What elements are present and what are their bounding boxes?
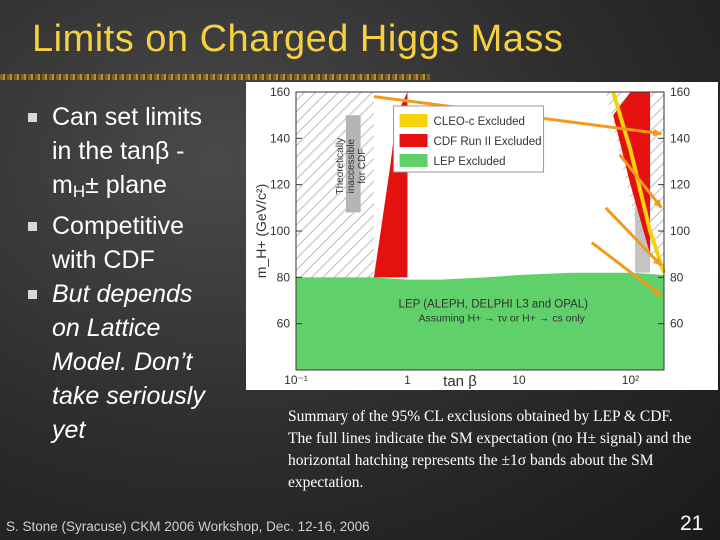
bullet-item: Can set limits in the tanβ - mH± plane: [24, 100, 239, 209]
annotation-theory: for CDF: [357, 149, 368, 184]
y-tick-label-left: 160: [270, 85, 290, 99]
y-tick-label-right: 140: [670, 131, 690, 145]
orange-arrow-line: [618, 153, 663, 209]
legend-swatch: [399, 134, 428, 147]
y-tick-label-left: 100: [270, 224, 290, 238]
legend-entry-label: LEP Excluded: [434, 156, 506, 168]
bullet-square-icon: [28, 222, 37, 231]
y-axis-label: m_H+ (GeV/c²): [253, 184, 269, 279]
y-tick-label-left: 120: [270, 178, 290, 192]
y-tick-label-right: 120: [670, 178, 690, 192]
orange-arrow-head: [653, 257, 662, 266]
exclusion-plot: 60 60 80 80 100 100 120 120 140 140 160 160 10⁻¹ 1 10 1…: [246, 82, 718, 390]
theory-shaded-box: [345, 115, 361, 213]
orange-arrow-head: [653, 199, 662, 208]
x-tick-label: 10²: [622, 373, 639, 387]
legend-swatch: [399, 154, 428, 167]
bullet-square-icon: [28, 290, 37, 299]
orange-arrow-line: [604, 206, 663, 267]
x-tick-label: 10⁻¹: [284, 373, 308, 387]
legend-entry-label: CLEO-c Excluded: [434, 116, 525, 128]
y-tick-label-left: 80: [277, 270, 291, 284]
x-tick-label: 10: [512, 373, 526, 387]
y-tick-label-right: 60: [670, 317, 684, 331]
annotation-theory: inaccessible: [346, 138, 357, 193]
title-underline: [0, 74, 430, 80]
y-tick-label-left: 140: [270, 131, 290, 145]
annotation-assumption: Assuming H+ → τν or H+ → cs only: [419, 312, 586, 324]
y-tick-label-right: 100: [670, 224, 690, 238]
annotation-theory: Theoretically: [335, 138, 346, 195]
orange-arrow-head: [652, 128, 662, 137]
orange-arrow-head: [652, 287, 662, 296]
bullet-square-icon: [28, 113, 37, 122]
orange-arrow-line: [590, 241, 663, 298]
bullet-item: Competitive with CDF: [24, 209, 239, 277]
lep-excluded-area: [296, 272, 664, 370]
bullet-list: Can set limits in the tanβ - mH± plane C…: [24, 100, 239, 447]
y-tick-label-right: 80: [670, 270, 684, 284]
y-tick-label-right: 160: [670, 85, 690, 99]
figure-caption: Summary of the 95% CL exclusions obtaine…: [288, 408, 692, 491]
y-tick-label-left: 60: [277, 317, 291, 331]
legend-entry-label: CDF Run II Excluded: [434, 136, 542, 148]
legend-swatch: [399, 114, 428, 127]
page-number: 21: [680, 512, 704, 535]
x-tick-label: 1: [404, 373, 411, 387]
footer-text: S. Stone (Syracuse) CKM 2006 Workshop, D…: [6, 519, 370, 534]
cleo-excluded-line: [611, 91, 666, 274]
bullet-item: But depends on Lattice Model. Don’t take…: [24, 277, 239, 447]
slide-title: Limits on Charged Higgs Mass: [32, 18, 564, 60]
x-axis-label: tan β: [443, 373, 477, 390]
annotation-lep: LEP (ALEPH, DELPHI L3 and OPAL): [399, 298, 589, 310]
exclusion-plot-svg: 60 60 80 80 100 100 120 120 140 140 160 160 10⁻¹ 1 10 1…: [253, 85, 690, 390]
